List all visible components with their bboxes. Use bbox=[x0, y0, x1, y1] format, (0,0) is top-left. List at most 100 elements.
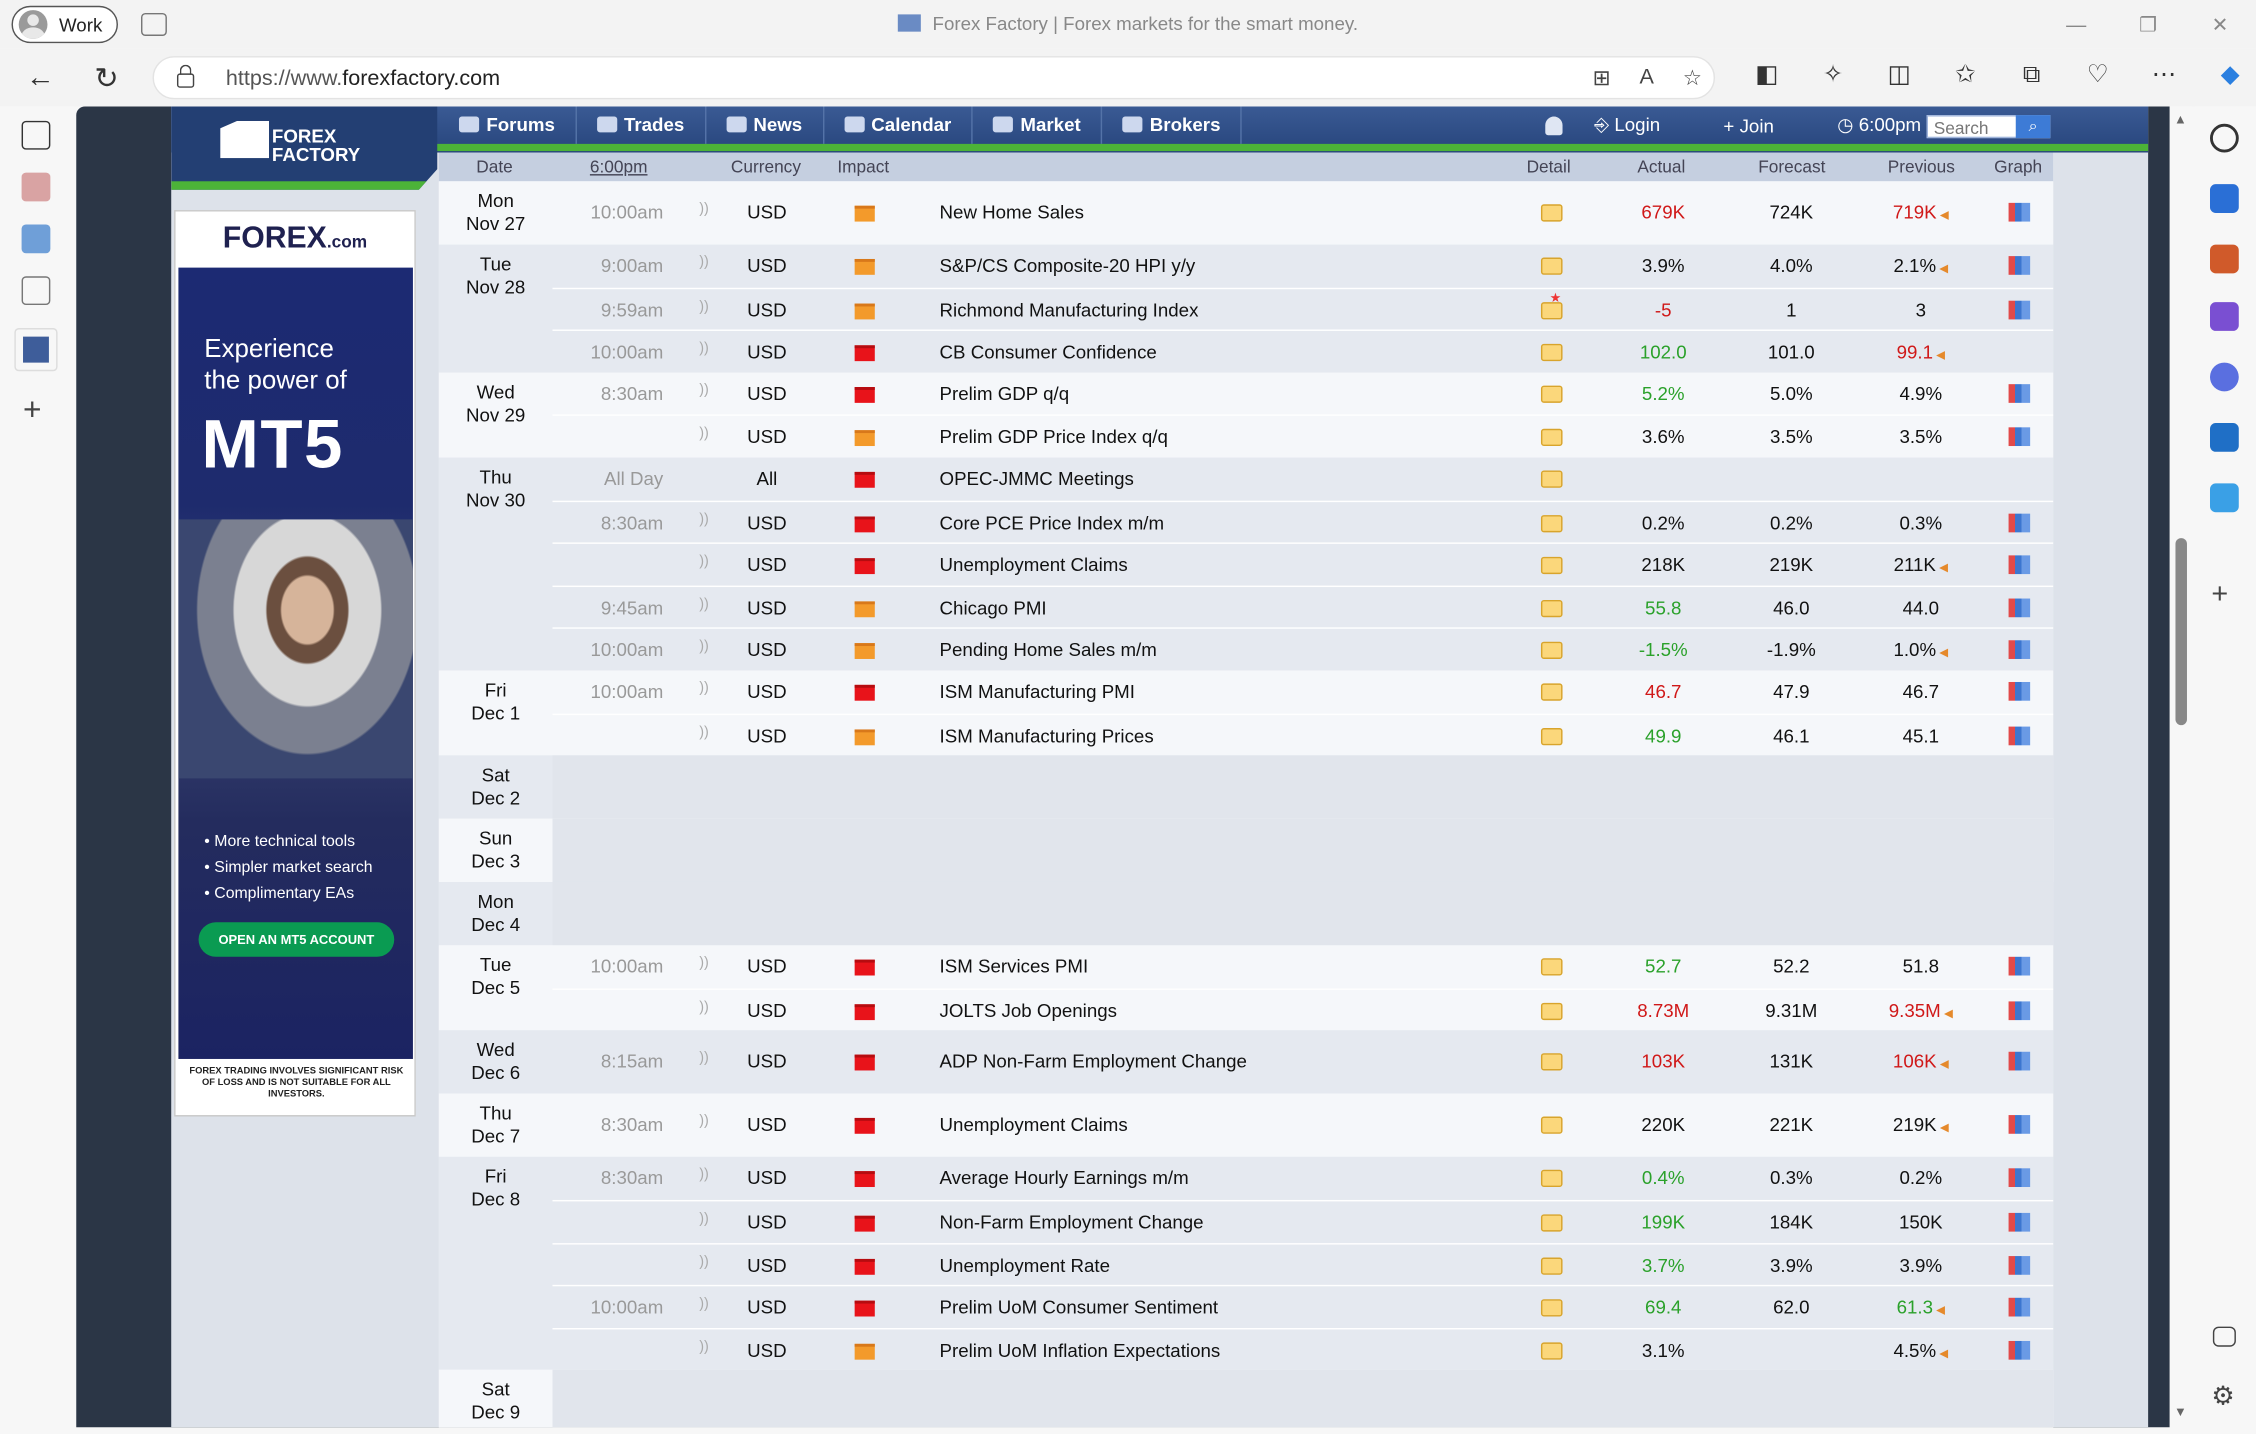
event-title[interactable]: New Home Sales bbox=[939, 201, 1085, 224]
sound-alert-icon[interactable]: )) bbox=[699, 596, 709, 613]
open-account-button[interactable]: OPEN AN MT5 ACCOUNT bbox=[198, 922, 395, 957]
sound-alert-icon[interactable]: )) bbox=[699, 724, 709, 741]
event-title[interactable]: OPEC-JMMC Meetings bbox=[939, 467, 1134, 490]
word-tab-icon[interactable] bbox=[21, 224, 51, 254]
event-title[interactable]: Non-Farm Employment Change bbox=[939, 1211, 1204, 1234]
sound-alert-icon[interactable]: )) bbox=[699, 1254, 709, 1270]
graph-icon[interactable] bbox=[2008, 256, 2031, 275]
revised-arrow-icon[interactable]: ◀ bbox=[1932, 1303, 1946, 1317]
minimize-icon[interactable]: — bbox=[2066, 12, 2087, 36]
revised-arrow-icon[interactable]: ◀ bbox=[1936, 646, 1949, 660]
sound-alert-icon[interactable]: )) bbox=[699, 426, 709, 443]
event-title[interactable]: JOLTS Job Openings bbox=[939, 999, 1117, 1022]
event-row[interactable]: 9:59am)) USD Richmond Manufacturing Index ★… bbox=[552, 287, 2054, 330]
event-row[interactable]: 8:30am)) USD Unemployment Claims 220K 221K 21… bbox=[552, 1094, 2053, 1157]
detail-folder-icon[interactable] bbox=[1540, 1117, 1563, 1135]
detail-folder-icon[interactable] bbox=[1540, 642, 1563, 660]
event-title[interactable]: Prelim GDP Price Index q/q bbox=[939, 426, 1168, 449]
event-row[interactable]: )) USD ISM Manufacturing Prices 49.9 46.1 45.… bbox=[552, 713, 2054, 756]
detail-folder-icon[interactable] bbox=[1540, 727, 1563, 745]
site-logo[interactable]: FOREX FACTORY bbox=[171, 106, 438, 190]
detail-folder-icon[interactable] bbox=[1540, 344, 1563, 362]
graph-icon[interactable] bbox=[2008, 598, 2031, 617]
extensions-puzzle-icon[interactable]: ✧ bbox=[1822, 60, 1844, 88]
detail-folder-icon[interactable] bbox=[1540, 958, 1563, 976]
sound-alert-icon[interactable]: )) bbox=[699, 511, 709, 528]
event-title[interactable]: Prelim UoM Consumer Sentiment bbox=[939, 1296, 1219, 1319]
event-title[interactable]: Richmond Manufacturing Index bbox=[939, 298, 1199, 321]
event-title[interactable]: S&P/CS Composite-20 HPI y/y bbox=[939, 254, 1196, 277]
scroll-up-icon[interactable]: ▲ bbox=[2174, 112, 2187, 127]
login-link[interactable]: ⎆ Login bbox=[1594, 113, 1661, 136]
detail-folder-icon[interactable] bbox=[1540, 599, 1563, 617]
detail-folder-icon[interactable] bbox=[1540, 1170, 1563, 1188]
settings-gear-icon[interactable]: ⚙ bbox=[2211, 1381, 2235, 1411]
graph-icon[interactable] bbox=[2008, 513, 2031, 532]
browser-essentials-icon[interactable]: ♡ bbox=[2086, 60, 2109, 88]
event-title[interactable]: Prelim GDP q/q bbox=[939, 382, 1070, 405]
event-row[interactable]: 8:30am)) USD Prelim GDP q/q 5.2% 5.0% 4.9% bbox=[552, 372, 2053, 415]
event-title[interactable]: ISM Manufacturing PMI bbox=[939, 680, 1135, 703]
event-row[interactable]: )) USD Unemployment Claims 218K 219K 211K ◀ bbox=[552, 542, 2054, 586]
event-title[interactable]: Unemployment Rate bbox=[939, 1254, 1111, 1276]
forexfactory-tab-icon[interactable] bbox=[14, 328, 58, 372]
sound-alert-icon[interactable]: )) bbox=[699, 341, 709, 358]
sound-alert-icon[interactable]: )) bbox=[699, 639, 709, 656]
event-row[interactable]: )) USD Prelim GDP Price Index q/q 3.6% 3.5% 3… bbox=[552, 414, 2054, 458]
shopping-icon[interactable] bbox=[2209, 184, 2239, 213]
tab-panel-icon[interactable] bbox=[21, 120, 51, 150]
event-title[interactable]: ISM Manufacturing Prices bbox=[939, 724, 1154, 747]
tab-favicon-icon[interactable] bbox=[21, 172, 51, 202]
close-icon[interactable]: ✕ bbox=[2211, 12, 2229, 36]
graph-icon[interactable] bbox=[2008, 1001, 2031, 1020]
sound-alert-icon[interactable]: )) bbox=[699, 999, 709, 1016]
menu-calendar[interactable]: Calendar bbox=[824, 106, 973, 144]
graph-icon[interactable] bbox=[2008, 1052, 2031, 1072]
event-row[interactable]: All Day All OPEC-JMMC Meetings bbox=[552, 458, 2053, 501]
menu-market[interactable]: Market bbox=[973, 106, 1103, 144]
favorites-icon[interactable]: ✩ bbox=[1955, 60, 1976, 88]
detail-folder-star-icon[interactable] bbox=[1540, 301, 1563, 319]
sound-alert-icon[interactable]: )) bbox=[699, 201, 709, 218]
scroll-down-icon[interactable]: ▼ bbox=[2174, 1404, 2187, 1419]
sound-alert-icon[interactable]: )) bbox=[699, 382, 709, 399]
detail-folder-icon[interactable] bbox=[1540, 1214, 1563, 1232]
scroll-thumb[interactable] bbox=[2175, 538, 2187, 726]
copilot-icon[interactable]: ◆ bbox=[2220, 60, 2240, 88]
graph-icon[interactable] bbox=[2008, 555, 2031, 575]
graph-icon[interactable] bbox=[2008, 202, 2031, 222]
sound-alert-icon[interactable]: )) bbox=[699, 1114, 709, 1131]
menu-forums[interactable]: Forums bbox=[439, 106, 577, 144]
event-row[interactable]: 9:00am)) USD S&P/CS Composite-20 HPI y/y 3.… bbox=[552, 245, 2053, 288]
sound-alert-icon[interactable]: )) bbox=[699, 1296, 709, 1313]
graph-icon[interactable] bbox=[2008, 1115, 2031, 1135]
detail-folder-icon[interactable] bbox=[1540, 1053, 1563, 1072]
favorite-star-icon[interactable]: ☆ bbox=[1682, 66, 1703, 91]
event-row[interactable]: 10:00am)) USD New Home Sales 679K 724K 719K ◀ bbox=[552, 181, 2053, 244]
event-row[interactable]: 8:30am)) USD Core PCE Price Index m/m 0.2% 0… bbox=[552, 500, 2054, 543]
join-link[interactable]: + Join bbox=[1723, 114, 1774, 136]
address-bar[interactable]: https://www.forexfactory.com ⊞ A ☆ bbox=[152, 56, 1716, 100]
sound-alert-icon[interactable]: )) bbox=[699, 680, 709, 697]
tab-actions-icon[interactable] bbox=[141, 12, 168, 36]
revised-arrow-icon[interactable]: ◀ bbox=[1940, 1006, 1953, 1020]
revised-arrow-icon[interactable]: ◀ bbox=[1935, 561, 1948, 575]
detail-folder-icon[interactable] bbox=[1540, 470, 1563, 488]
revised-arrow-icon[interactable]: ◀ bbox=[1932, 348, 1946, 362]
revised-arrow-icon[interactable]: ◀ bbox=[1936, 208, 1949, 222]
graph-icon[interactable] bbox=[2008, 640, 2031, 660]
detail-folder-icon[interactable] bbox=[1540, 1256, 1563, 1275]
graph-icon[interactable] bbox=[2008, 681, 2031, 701]
sound-alert-icon[interactable]: )) bbox=[699, 955, 709, 972]
app-available-icon[interactable]: ⊞ bbox=[1592, 66, 1611, 91]
event-row[interactable]: )) USD Prelim UoM Inflation Expectations 3.… bbox=[552, 1327, 2054, 1371]
outlook-icon[interactable] bbox=[2209, 423, 2239, 452]
menu-brokers[interactable]: Brokers bbox=[1102, 106, 1243, 144]
sound-alert-icon[interactable]: )) bbox=[699, 1167, 709, 1184]
graph-icon[interactable] bbox=[2008, 1255, 2031, 1275]
event-row[interactable]: 10:00am)) USD Prelim UoM Consumer Sentimen… bbox=[552, 1285, 2054, 1328]
event-row[interactable]: 10:00am)) USD CB Consumer Confidence 102.0 1… bbox=[552, 329, 2054, 373]
sound-alert-icon[interactable]: )) bbox=[699, 554, 709, 571]
new-tab-icon[interactable]: + bbox=[23, 391, 42, 428]
sound-alert-icon[interactable]: )) bbox=[699, 1211, 709, 1228]
